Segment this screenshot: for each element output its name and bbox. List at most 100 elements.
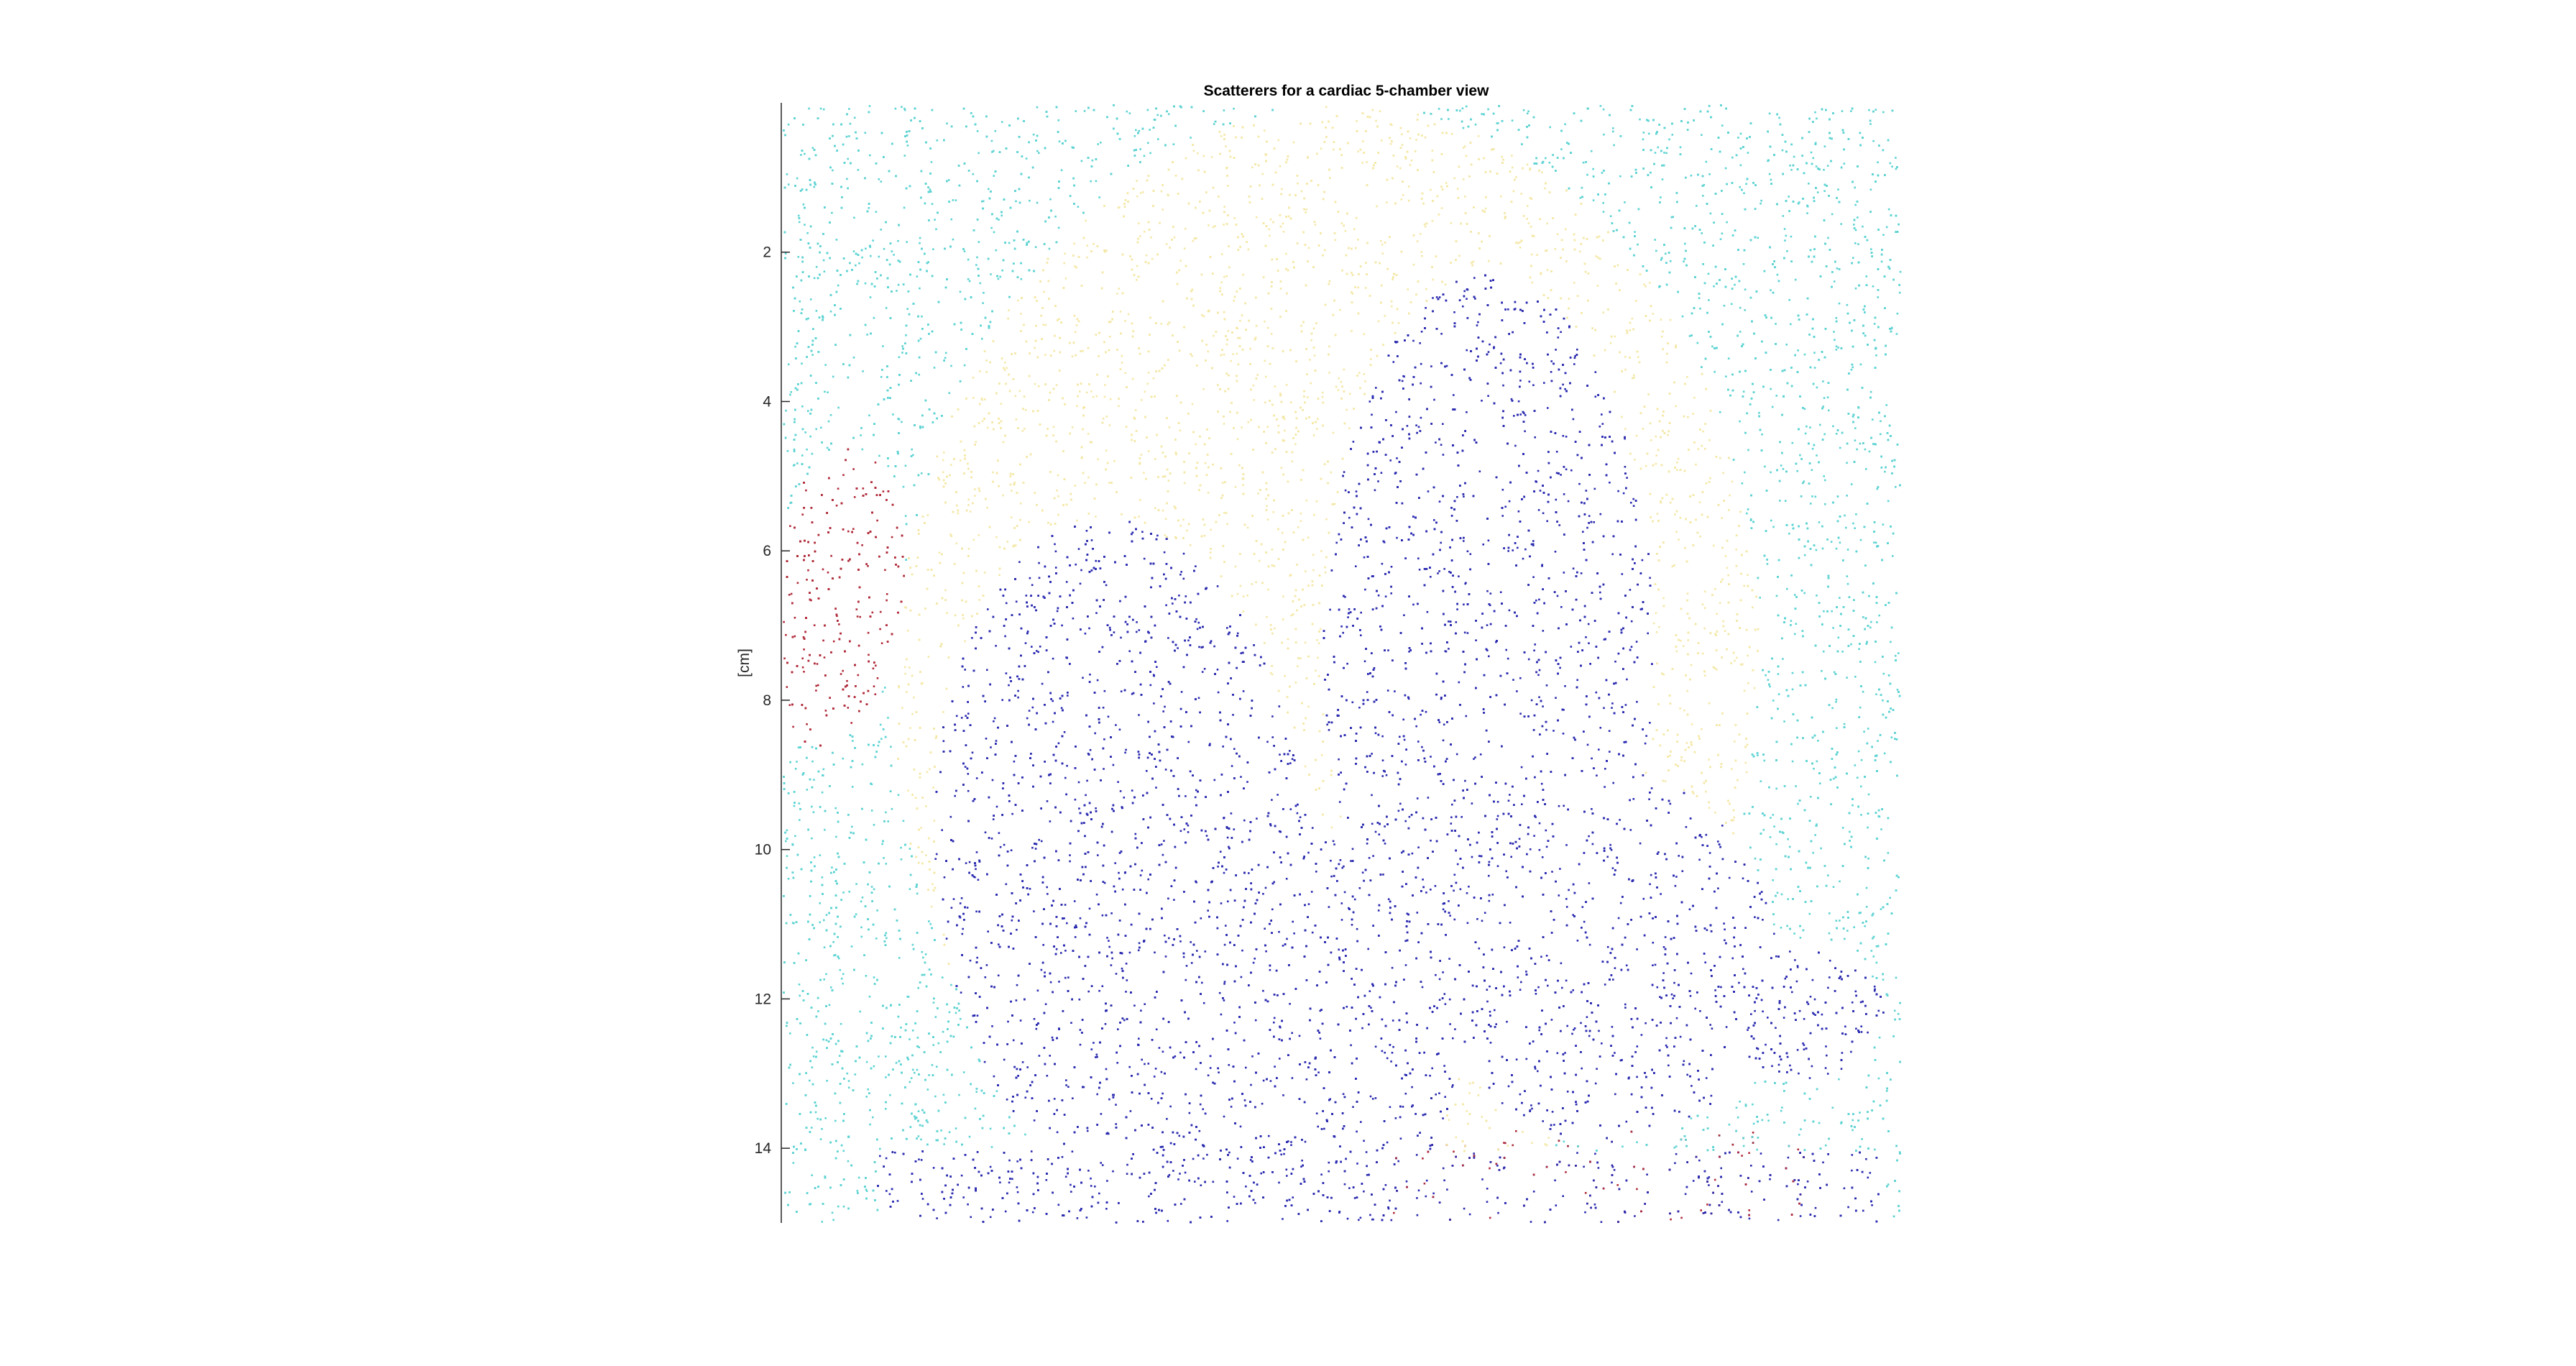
- scatter-point-myocardium-wall: [906, 691, 908, 693]
- scatter-point-blood-cavity: [1699, 1010, 1701, 1012]
- scatter-point-outside-tissue: [972, 173, 975, 175]
- scatter-point-blood-cavity: [1237, 1158, 1239, 1160]
- scatter-point-blood-cavity: [1482, 544, 1484, 546]
- scatter-point-blood-cavity: [1328, 729, 1330, 731]
- scatter-point-outside-tissue: [1895, 486, 1897, 488]
- scatter-point-outside-tissue: [1440, 118, 1443, 120]
- scatter-point-outside-tissue: [862, 897, 864, 899]
- scatter-point-blood-cavity: [1218, 1071, 1220, 1073]
- scatter-point-blood-cavity: [1439, 999, 1441, 1001]
- scatter-point-blood-cavity: [1665, 1045, 1668, 1047]
- scatter-point-blood-cavity: [1224, 944, 1226, 946]
- scatter-point-dense-region: [1453, 1151, 1455, 1153]
- scatter-point-blood-cavity: [1724, 940, 1726, 942]
- scatter-point-outside-tissue: [1612, 131, 1614, 133]
- scatter-point-dense-region: [1636, 1188, 1638, 1191]
- scatter-point-outside-tissue: [942, 976, 944, 978]
- scatter-point-outside-tissue: [1868, 109, 1870, 111]
- scatter-point-outside-tissue: [1149, 152, 1151, 155]
- scatter-point-blood-cavity: [1665, 936, 1667, 938]
- scatter-point-outside-tissue: [981, 201, 983, 203]
- scatter-point-myocardium-wall: [1086, 257, 1088, 259]
- scatter-point-blood-cavity: [936, 853, 938, 856]
- scatter-point-blood-cavity: [1112, 1170, 1114, 1173]
- scatter-point-myocardium-wall: [1445, 182, 1448, 184]
- scatter-point-outside-tissue: [995, 249, 998, 252]
- scatter-point-outside-tissue: [918, 1046, 920, 1048]
- scatter-point-blood-cavity: [1165, 605, 1167, 607]
- scatter-point-blood-cavity: [1479, 470, 1481, 472]
- scatter-point-blood-cavity: [1486, 624, 1489, 626]
- scatter-point-blood-cavity: [1140, 1009, 1142, 1012]
- scatter-point-outside-tissue: [1725, 375, 1727, 377]
- scatter-point-blood-cavity: [1291, 1032, 1293, 1035]
- scatter-point-blood-cavity: [1389, 1200, 1391, 1202]
- scatter-point-outside-tissue: [1869, 451, 1871, 453]
- scatter-point-myocardium-wall: [1284, 430, 1286, 432]
- scatter-point-dense-region: [1670, 1219, 1672, 1221]
- scatter-point-blood-cavity: [1577, 940, 1579, 942]
- scatter-point-blood-cavity: [1443, 909, 1445, 911]
- scatter-point-outside-tissue: [1852, 1129, 1854, 1132]
- scatter-point-blood-cavity: [1711, 1095, 1713, 1097]
- scatter-point-outside-tissue: [949, 1132, 951, 1134]
- scatter-point-blood-cavity: [897, 1200, 899, 1202]
- scatter-point-blood-cavity: [1217, 866, 1219, 868]
- scatter-point-outside-tissue: [948, 179, 950, 181]
- scatter-point-outside-tissue: [1782, 658, 1784, 660]
- scatter-point-blood-cavity: [1675, 876, 1678, 878]
- scatter-point-outside-tissue: [1798, 1134, 1800, 1136]
- scatter-point-outside-tissue: [949, 392, 951, 394]
- scatter-point-myocardium-wall: [1736, 657, 1738, 659]
- scatter-point-outside-tissue: [1744, 472, 1746, 474]
- scatter-point-blood-cavity: [1827, 1073, 1829, 1075]
- scatter-point-blood-cavity: [1391, 1219, 1393, 1221]
- scatter-point-blood-cavity: [1100, 1113, 1103, 1115]
- scatter-point-outside-tissue: [1861, 1138, 1863, 1140]
- scatter-point-blood-cavity: [1689, 909, 1691, 911]
- scatter-point-outside-tissue: [811, 1066, 814, 1068]
- scatter-point-blood-cavity: [1539, 822, 1541, 825]
- scatter-point-myocardium-wall: [1287, 638, 1289, 641]
- scatter-point-blood-cavity: [1039, 577, 1041, 579]
- scatter-point-myocardium-wall: [1391, 301, 1393, 303]
- scatter-point-blood-cavity: [1505, 649, 1507, 651]
- scatter-point-myocardium-wall: [1223, 512, 1225, 514]
- scatter-point-blood-cavity: [1573, 363, 1576, 365]
- scatter-point-outside-tissue: [916, 275, 919, 278]
- scatter-point-outside-tissue: [1760, 203, 1762, 205]
- scatter-point-myocardium-wall: [1264, 402, 1266, 404]
- scatter-point-outside-tissue: [1776, 395, 1778, 397]
- scatter-point-myocardium-wall: [1223, 206, 1225, 208]
- scatter-point-blood-cavity: [1508, 799, 1510, 802]
- scatter-point-outside-tissue: [1754, 1082, 1757, 1084]
- scatter-point-blood-cavity: [1562, 384, 1564, 386]
- scatter-point-blood-cavity: [1097, 679, 1099, 682]
- scatter-point-myocardium-wall: [1232, 353, 1234, 355]
- scatter-point-myocardium-wall: [1358, 372, 1361, 374]
- scatter-point-blood-cavity: [1026, 1066, 1029, 1068]
- scatter-point-outside-tissue: [826, 1080, 828, 1082]
- scatter-point-blood-cavity: [1328, 1162, 1330, 1164]
- scatter-point-outside-tissue: [896, 1062, 898, 1064]
- scatter-point-outside-tissue: [875, 938, 878, 940]
- scatter-point-blood-cavity: [1598, 1167, 1600, 1169]
- scatter-point-myocardium-wall: [1501, 156, 1503, 158]
- scatter-point-myocardium-wall: [1124, 320, 1126, 322]
- scatter-point-outside-tissue: [1743, 390, 1745, 393]
- scatter-point-blood-cavity: [1307, 852, 1310, 854]
- scatter-point-blood-cavity: [1395, 411, 1397, 413]
- scatter-point-myocardium-wall: [962, 618, 965, 620]
- scatter-point-myocardium-wall: [1025, 409, 1027, 411]
- scatter-point-outside-tissue: [977, 130, 979, 132]
- scatter-point-blood-cavity: [1514, 445, 1517, 447]
- scatter-point-blood-cavity: [1714, 989, 1716, 991]
- scatter-point-blood-cavity: [1345, 490, 1347, 492]
- scatter-point-outside-tissue: [855, 1073, 857, 1076]
- scatter-point-blood-cavity: [1006, 884, 1008, 886]
- scatter-point-blood-cavity: [1609, 751, 1611, 753]
- scatter-point-myocardium-wall: [1650, 439, 1652, 441]
- scatter-point-blood-cavity: [1241, 950, 1243, 952]
- scatter-point-blood-cavity: [1375, 831, 1377, 833]
- scatter-point-blood-cavity: [1630, 502, 1632, 504]
